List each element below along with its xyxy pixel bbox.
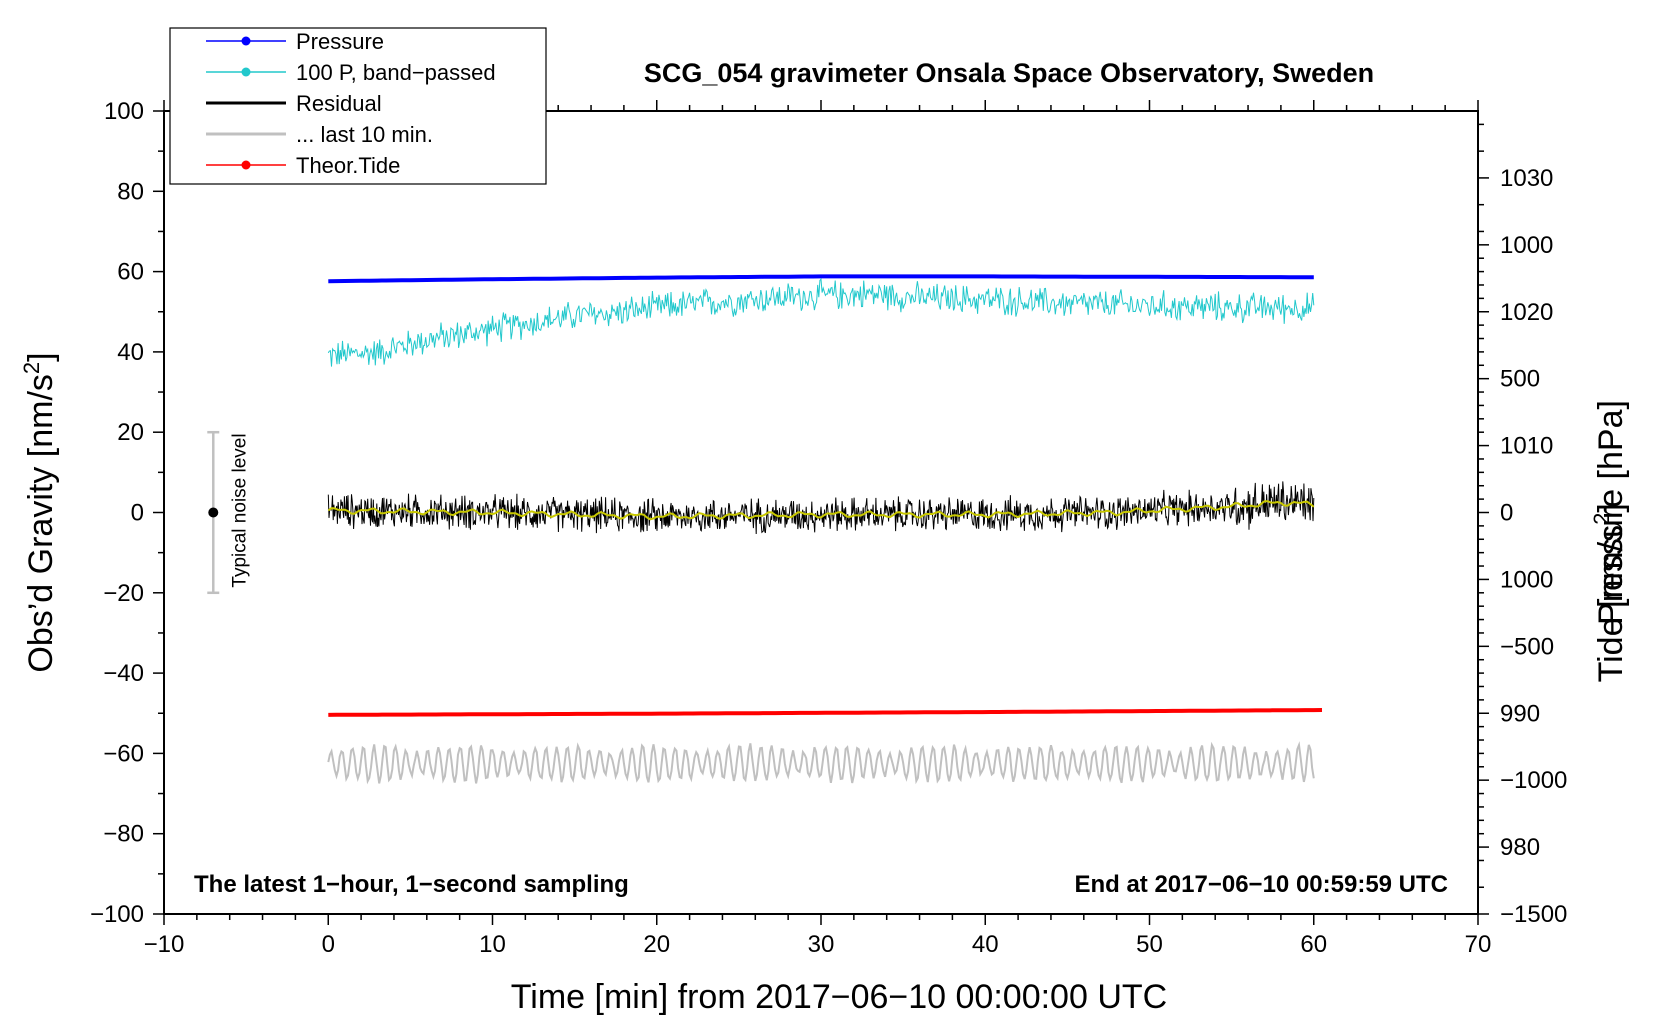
series-bandpassed-pressure-line <box>327 277 1315 367</box>
legend-marker <box>241 160 251 170</box>
x-tick-label: 0 <box>322 931 335 958</box>
x-tick-label: 10 <box>479 931 506 958</box>
pressure-tick-label: 1030 <box>1500 165 1553 192</box>
end-time-annotation: End at 2017−06−10 00:59:59 UTC <box>1074 871 1448 898</box>
tide-tick-label: −1500 <box>1500 901 1567 928</box>
pressure-tick-label: 1000 <box>1500 566 1553 593</box>
legend: Pressure 100 P, band−passed Residual ... la… <box>169 27 547 185</box>
series-last-10min-line <box>327 741 1315 785</box>
data-series <box>327 274 1323 785</box>
x-tick-label: −10 <box>144 931 185 958</box>
noise-center-dot <box>208 507 219 518</box>
legend-label: Residual <box>296 91 382 116</box>
x-tick-label: 40 <box>972 931 999 958</box>
y-tick-label: 100 <box>104 98 144 125</box>
y-tick-label: 20 <box>117 419 144 446</box>
tide-tick-label: −500 <box>1500 633 1554 660</box>
legend-marker <box>241 36 251 46</box>
series-residual-smoothed-line <box>327 500 1315 521</box>
tide-tick-label: 0 <box>1500 500 1513 527</box>
legend-label: Pressure <box>296 29 384 54</box>
x-tick-label: 50 <box>1136 931 1163 958</box>
y-tick-label: −60 <box>103 740 144 767</box>
x-tick-label: 30 <box>808 931 835 958</box>
tide-tick-label: −1000 <box>1500 767 1567 794</box>
legend-label: Theor.Tide <box>296 153 400 178</box>
x-tick-label: 60 <box>1300 931 1327 958</box>
y-tick-label: 60 <box>117 259 144 286</box>
pressure-tick-label: 1010 <box>1500 433 1553 460</box>
y-tick-label: 0 <box>131 500 144 527</box>
y-axis-label-pressure: Pressure [hPa] <box>1592 400 1630 625</box>
y-axis-label-tide-main: Tide [nm/s <box>1592 525 1630 682</box>
y-tick-label: 40 <box>117 339 144 366</box>
chart-title: SCG_054 gravimeter Onsala Space Observat… <box>644 58 1374 88</box>
y-axis-label-tide-sup: 2 <box>1589 513 1614 525</box>
series-residual-line <box>327 481 1315 535</box>
tide-tick-label: 1000 <box>1500 232 1553 259</box>
y-axis-label-gravity: Obs’d Gravity [nm/s2] <box>19 352 60 672</box>
sampling-annotation: The latest 1−hour, 1−second sampling <box>194 871 629 898</box>
y-axis-label-gravity-main: Obs’d Gravity [nm/s <box>22 374 60 673</box>
y-tick-label: −100 <box>90 901 144 928</box>
noise-label: Typical noise level <box>229 433 250 587</box>
axis-ticks: −10 0 10 20 30 40 50 60 70100806040200−20−40−60−… <box>90 98 1567 958</box>
x-tick-label: 20 <box>643 931 670 958</box>
y-axis-label-gravity-end: ] <box>22 352 60 361</box>
legend-label: 100 P, band−passed <box>296 60 496 85</box>
y-tick-label: −40 <box>103 660 144 687</box>
pressure-tick-label: 990 <box>1500 700 1540 727</box>
y-axis-label-tide-end: ] <box>1592 503 1630 512</box>
y-tick-label: 80 <box>117 178 144 205</box>
series-theoretical-tide-line <box>328 708 1323 717</box>
y-tick-label: −20 <box>103 580 144 607</box>
series-pressure-line <box>328 274 1314 284</box>
legend-box <box>169 27 547 185</box>
legend-marker <box>241 67 251 77</box>
y-tick-label: −80 <box>103 821 144 848</box>
pressure-tick-label: 1020 <box>1500 299 1553 326</box>
x-tick-label: 70 <box>1465 931 1492 958</box>
tide-tick-label: 500 <box>1500 366 1540 393</box>
pressure-tick-label: 980 <box>1500 834 1540 861</box>
y-axis-label-gravity-sup: 2 <box>19 362 44 374</box>
x-axis-label: Time [min] from 2017−06−10 00:00:00 UTC <box>511 978 1167 1016</box>
y-axis-label-tide: Tide [nm/s2] <box>1589 503 1630 682</box>
legend-label: ... last 10 min. <box>296 122 433 147</box>
noise-indicator: Typical noise level <box>207 430 250 595</box>
